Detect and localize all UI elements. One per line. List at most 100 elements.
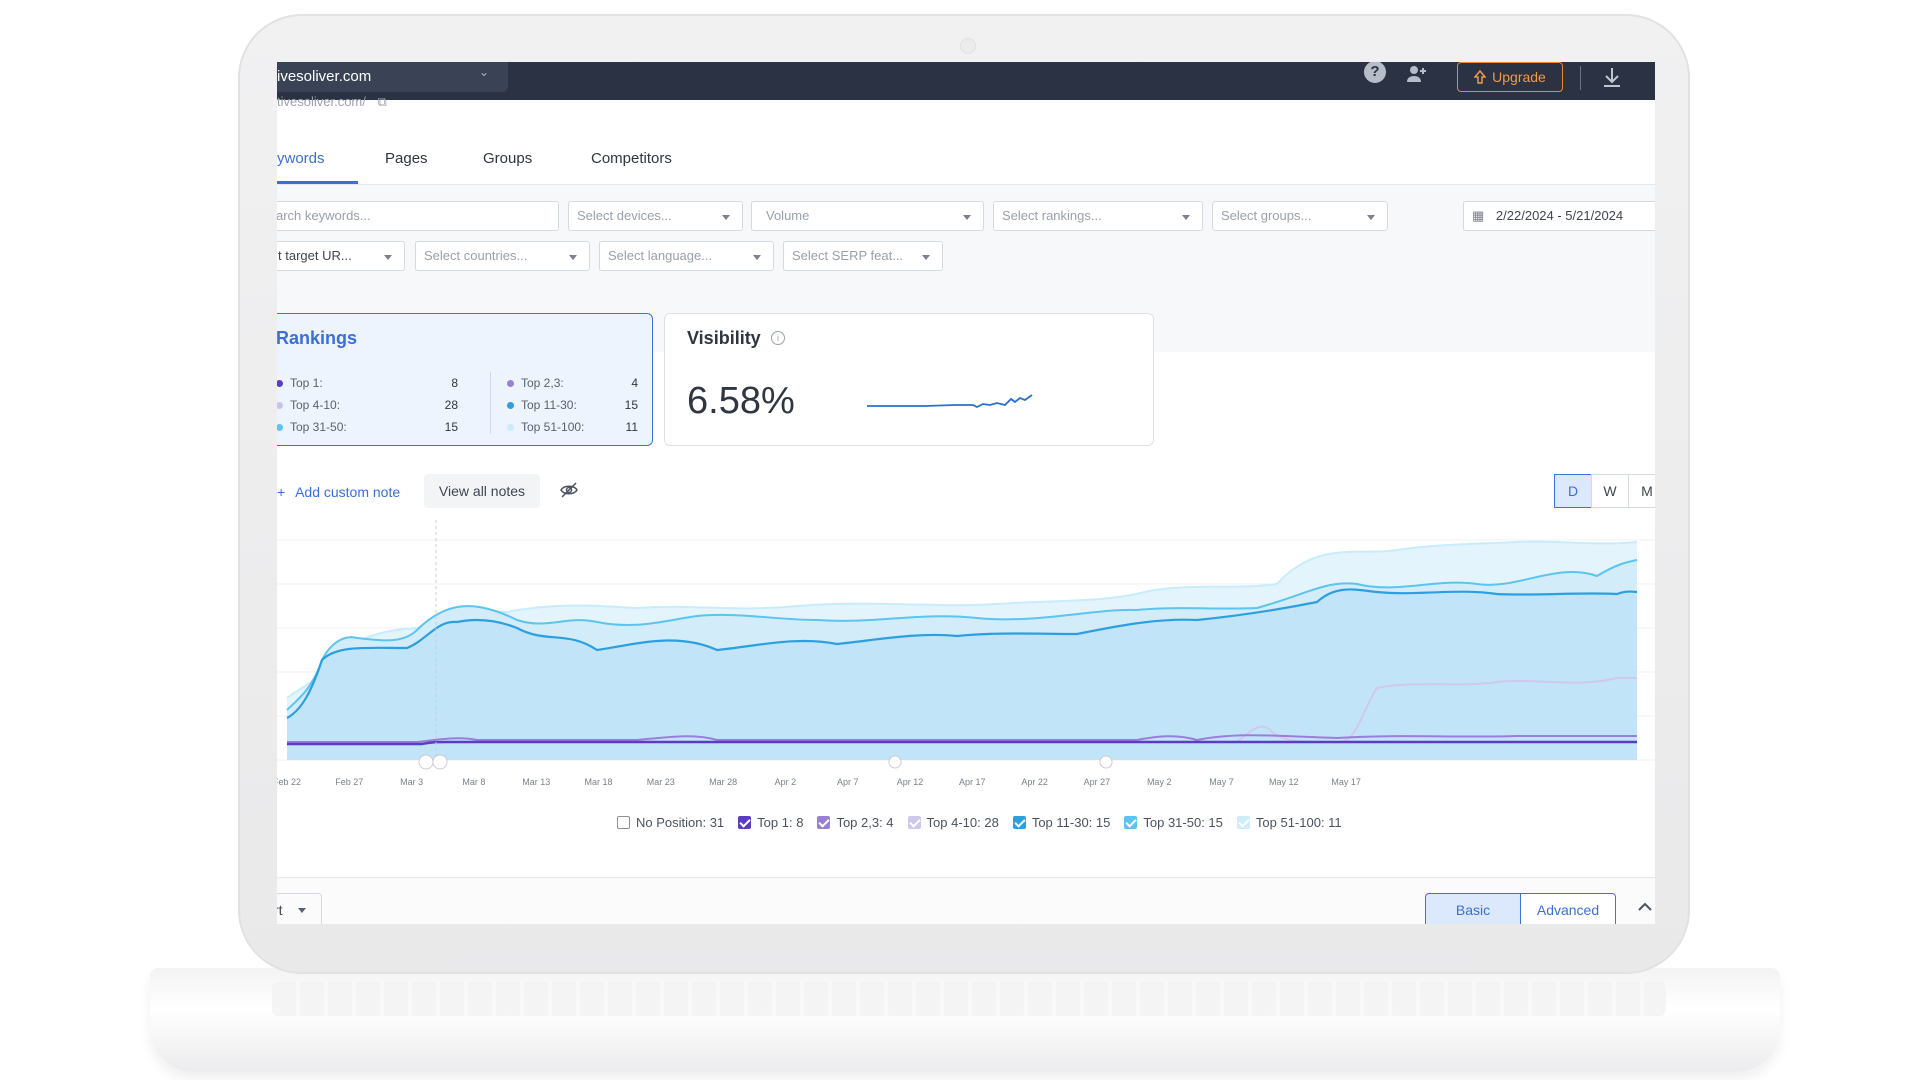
legend-label: Top 4-10: 28 bbox=[926, 815, 999, 830]
topbar-divider bbox=[1580, 66, 1581, 90]
sort-select[interactable]: rt bbox=[277, 893, 322, 924]
legend-label: Top 31-50: 15 bbox=[1143, 815, 1223, 830]
x-tick-label: Apr 12 bbox=[897, 777, 924, 787]
legend-checkbox[interactable] bbox=[738, 816, 752, 829]
legend-item[interactable]: No Position: 31 bbox=[617, 815, 724, 830]
legend-checkbox[interactable] bbox=[817, 816, 831, 829]
rankings-title: Rankings bbox=[277, 328, 358, 348]
visibility-card[interactable]: Visibility i 6.58% bbox=[664, 313, 1154, 446]
rank-label-top11-30: Top 11-30: bbox=[521, 398, 577, 412]
legend-checkbox[interactable] bbox=[617, 816, 630, 829]
x-tick-label: Mar 8 bbox=[462, 777, 485, 787]
period-week-button[interactable]: W bbox=[1591, 474, 1629, 508]
add-custom-note-button[interactable]: + Add custom note bbox=[277, 484, 401, 500]
devices-select[interactable]: Select devices... bbox=[568, 201, 743, 231]
rank-value-top4-10: 28 bbox=[444, 398, 458, 412]
x-tick-label: Apr 17 bbox=[959, 777, 986, 787]
caret-down-icon bbox=[384, 255, 392, 260]
legend-item[interactable]: Top 2,3: 4 bbox=[817, 815, 894, 830]
basic-view-button[interactable]: Basic bbox=[1425, 893, 1521, 924]
caret-down-icon bbox=[1367, 215, 1375, 220]
project-select[interactable]: ivesoliver.com ⌄ bbox=[277, 62, 508, 92]
legend-item[interactable]: Top 51-100: 11 bbox=[1236, 815, 1342, 830]
visibility-title: Visibility bbox=[687, 328, 761, 348]
top31-50-dot bbox=[277, 424, 283, 431]
legend-checkbox[interactable] bbox=[1124, 816, 1138, 829]
tab-groups[interactable]: Groups bbox=[483, 150, 533, 167]
x-tick-label: Mar 3 bbox=[400, 777, 423, 787]
legend-label: No Position: 31 bbox=[636, 815, 725, 830]
x-axis-ticks: Feb 22 Feb 27 Mar 3 Mar 8 Mar 13 Mar 18 Mar 23… bbox=[277, 777, 1361, 787]
caret-down-icon bbox=[753, 255, 761, 260]
x-tick-label: Apr 2 bbox=[775, 777, 797, 787]
target-url-select[interactable]: t target UR... bbox=[277, 241, 405, 271]
x-tick-label: May 12 bbox=[1269, 777, 1299, 787]
project-url[interactable]: tivesoliver.com/ ⧉ bbox=[277, 94, 387, 109]
tab-competitors[interactable]: Competitors bbox=[591, 150, 672, 167]
question-icon[interactable]: ? bbox=[1364, 62, 1386, 83]
legend-label: Top 2,3: 4 bbox=[836, 815, 894, 830]
serp-features-select[interactable]: Select SERP feat... bbox=[783, 241, 943, 271]
upgrade-button[interactable]: Upgrade bbox=[1457, 62, 1563, 92]
legend-item[interactable]: Top 1: 8 bbox=[738, 815, 803, 830]
legend-checkbox[interactable] bbox=[1012, 816, 1026, 829]
date-range-picker[interactable]: ▦ 2/22/2024 - 5/21/2024 bbox=[1463, 201, 1655, 231]
rank-label-top2-3: Top 2,3: bbox=[521, 376, 564, 390]
legend-label: Top 11-30: 15 bbox=[1031, 815, 1111, 830]
top2-3-dot bbox=[507, 380, 514, 387]
laptop-hinge-notch bbox=[454, 954, 1480, 970]
volume-select[interactable]: Volume bbox=[751, 201, 984, 231]
upgrade-arrow-icon bbox=[1474, 70, 1487, 84]
chevron-down-icon: ⌄ bbox=[479, 65, 490, 79]
bottom-separator bbox=[277, 877, 1655, 878]
note-markers bbox=[418, 754, 1113, 770]
view-all-notes-button[interactable]: View all notes bbox=[424, 474, 540, 508]
line-top1 bbox=[287, 740, 1637, 746]
language-select[interactable]: Select language... bbox=[599, 241, 774, 271]
app-screen: ivesoliver.com ⌄ ? Upgrade tivesoliver.c… bbox=[277, 62, 1655, 924]
top4-10-dot bbox=[277, 402, 283, 409]
rank-value-top31-50: 15 bbox=[444, 420, 458, 434]
legend-item[interactable]: Top 4-10: 28 bbox=[907, 815, 999, 830]
camera-icon bbox=[960, 38, 976, 54]
groups-select[interactable]: Select groups... bbox=[1212, 201, 1388, 231]
download-icon[interactable] bbox=[1602, 66, 1622, 94]
period-month-button[interactable]: M bbox=[1628, 474, 1655, 508]
legend-checkbox[interactable] bbox=[1236, 816, 1250, 829]
x-tick-label: Mar 28 bbox=[709, 777, 737, 787]
rank-label-top1: Top 1: bbox=[290, 376, 323, 390]
eye-slash-icon[interactable] bbox=[559, 480, 579, 505]
rank-value-top1: 8 bbox=[451, 376, 458, 390]
legend-label: Top 51-100: 11 bbox=[1255, 815, 1342, 830]
info-icon[interactable]: i bbox=[771, 331, 785, 345]
rankings-chart: Feb 22 Feb 27 Mar 3 Mar 8 Mar 13 Mar 18 Mar 23… bbox=[277, 520, 1655, 787]
legend-item[interactable]: Top 31-50: 15 bbox=[1124, 815, 1223, 830]
x-tick-label: Mar 18 bbox=[584, 777, 612, 787]
tab-pages[interactable]: Pages bbox=[385, 150, 428, 167]
period-day-button[interactable]: D bbox=[1554, 474, 1592, 508]
line-top31-50 bbox=[286, 559, 1638, 711]
x-tick-label: Apr 27 bbox=[1084, 777, 1111, 787]
advanced-view-button[interactable]: Advanced bbox=[1520, 893, 1616, 924]
top11-30-dot bbox=[507, 402, 514, 409]
top51-100-dot bbox=[507, 424, 514, 431]
line-top11-30 bbox=[286, 588, 1638, 719]
legend-item[interactable]: Top 11-30: 15 bbox=[1012, 815, 1111, 830]
calendar-icon: ▦ bbox=[1472, 208, 1485, 223]
x-tick-label: May 2 bbox=[1147, 777, 1172, 787]
rank-value-top11-30: 15 bbox=[624, 398, 638, 412]
plus-icon: + bbox=[277, 484, 286, 500]
rankings-card[interactable]: Rankings Top 1: 8 Top 4-10: 28 Top 31-50… bbox=[277, 313, 653, 446]
countries-select[interactable]: Select countries... bbox=[415, 241, 590, 271]
caret-down-icon bbox=[722, 215, 730, 220]
area-top11-30 bbox=[287, 589, 1637, 760]
x-tick-label: Apr 22 bbox=[1021, 777, 1048, 787]
chevron-up-icon[interactable] bbox=[1638, 896, 1652, 917]
legend-checkbox[interactable] bbox=[907, 816, 921, 829]
add-user-icon[interactable] bbox=[1404, 62, 1428, 91]
search-input[interactable]: arch keywords... bbox=[277, 201, 559, 231]
laptop-keyboard bbox=[272, 982, 1666, 1016]
x-tick-label: Mar 23 bbox=[647, 777, 675, 787]
rankings-select[interactable]: Select rankings... bbox=[993, 201, 1203, 231]
tab-keywords[interactable]: ywords bbox=[277, 150, 325, 167]
